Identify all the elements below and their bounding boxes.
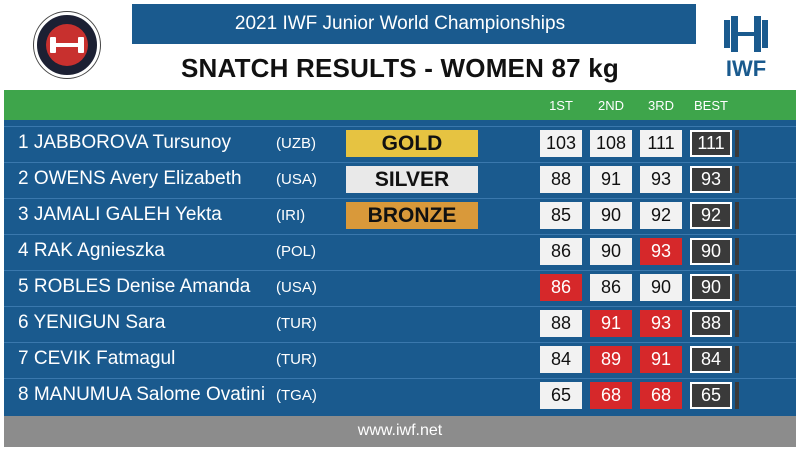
right-logo-panel: IWF (696, 4, 796, 90)
best-lift: 88 (690, 310, 732, 337)
athlete-nation: (TGA) (276, 387, 317, 404)
attempt-1: 85 (540, 202, 582, 229)
athlete-nation: (USA) (276, 279, 317, 296)
iwf-logo-text: IWF (725, 56, 767, 81)
attempt-2: 90 (590, 238, 632, 265)
attempt-2: 91 (590, 166, 632, 193)
athlete-nation: (IRI) (276, 207, 306, 224)
attempt-1: 65 (540, 382, 582, 409)
attempt-3: 93 (640, 238, 682, 265)
athlete-name: 6 YENIGUN Sara (18, 312, 166, 333)
attempt-3: 93 (640, 166, 682, 193)
attempt-1: 88 (540, 166, 582, 193)
row-tail (735, 130, 739, 157)
attempt-3: 92 (640, 202, 682, 229)
attempt-2: 68 (590, 382, 632, 409)
athlete-nation: (TUR) (276, 315, 317, 332)
attempt-3: 111 (640, 130, 682, 157)
table-row: 7 CEVIK Fatmagul (TUR) 84 89 91 84 (4, 342, 796, 374)
attempt-1: 86 (540, 274, 582, 301)
attempt-2: 90 (590, 202, 632, 229)
row-tail (735, 382, 739, 409)
attempt-3: 68 (640, 382, 682, 409)
col-head-2nd: 2ND (597, 98, 624, 113)
table-row: 8 MANUMUA Salome Ovatini (TGA) 65 68 68 … (4, 378, 796, 410)
column-header-bar: 1ST 2ND 3RD BEST (4, 90, 796, 120)
left-logo-panel (4, 4, 132, 90)
header-top: 2021 IWF Junior World Championships (4, 4, 796, 44)
medal-badge: BRONZE (346, 202, 478, 229)
attempt-1: 103 (540, 130, 582, 157)
attempt-2: 89 (590, 346, 632, 373)
attempt-1: 84 (540, 346, 582, 373)
table-row: 2 OWENS Avery Elizabeth (USA) SILVER 88 … (4, 162, 796, 194)
attempt-3: 93 (640, 310, 682, 337)
table-row: 3 JAMALI GALEH Yekta (IRI) BRONZE 85 90 … (4, 198, 796, 230)
best-lift: 65 (690, 382, 732, 409)
best-lift: 92 (690, 202, 732, 229)
table-row: 4 RAK Agnieszka (POL) 86 90 93 90 (4, 234, 796, 266)
athlete-name: 5 ROBLES Denise Amanda (18, 276, 251, 297)
attempt-2: 86 (590, 274, 632, 301)
attempt-3: 90 (640, 274, 682, 301)
footer-url: www.iwf.net (357, 422, 443, 439)
best-lift: 111 (690, 130, 732, 157)
athlete-name: 1 JABBOROVA Tursunoy (18, 132, 231, 153)
athlete-name: 2 OWENS Avery Elizabeth (18, 168, 242, 189)
row-tail (735, 346, 739, 373)
athlete-name: 4 RAK Agnieszka (18, 240, 165, 261)
athlete-name: 7 CEVIK Fatmagul (18, 348, 176, 369)
best-lift: 90 (690, 274, 732, 301)
best-lift: 93 (690, 166, 732, 193)
row-tail (735, 274, 739, 301)
row-tail (735, 202, 739, 229)
athlete-nation: (USA) (276, 171, 317, 188)
attempt-2: 108 (590, 130, 632, 157)
attempt-3: 91 (640, 346, 682, 373)
medal-badge: GOLD (346, 130, 478, 157)
best-lift: 90 (690, 238, 732, 265)
row-tail (735, 238, 739, 265)
footer-bar: www.iwf.net (4, 416, 796, 447)
table-row: 5 ROBLES Denise Amanda (USA) 86 86 90 90 (4, 270, 796, 302)
attempt-1: 86 (540, 238, 582, 265)
table-row: 6 YENIGUN Sara (TUR) 88 91 93 88 (4, 306, 796, 338)
athlete-name: 8 MANUMUA Salome Ovatini (18, 384, 266, 405)
athlete-nation: (UZB) (276, 135, 316, 152)
event-title: 2021 IWF Junior World Championships (234, 13, 566, 34)
athlete-name: 3 JAMALI GALEH Yekta (18, 204, 222, 225)
medal-badge: SILVER (346, 166, 478, 193)
header-main: SNATCH RESULTS - WOMEN 87 kg (4, 44, 796, 90)
row-tail (735, 310, 739, 337)
results-board: 2021 IWF Junior World Championships SNAT… (4, 4, 796, 447)
attempt-1: 88 (540, 310, 582, 337)
iwf-barbell-icon (724, 16, 768, 52)
athlete-nation: (POL) (276, 243, 317, 260)
col-head-3rd: 3RD (647, 98, 674, 113)
row-tail (735, 166, 739, 193)
col-head-1st: 1ST (549, 98, 573, 113)
results-subtitle: SNATCH RESULTS - WOMEN 87 kg (181, 53, 619, 83)
attempt-2: 91 (590, 310, 632, 337)
col-head-best: BEST (694, 98, 728, 113)
best-lift: 84 (690, 346, 732, 373)
athlete-nation: (TUR) (276, 351, 317, 368)
championship-seal-icon (34, 12, 100, 78)
table-row: 1 JABBOROVA Tursunoy (UZB) GOLD 103 108 … (4, 126, 796, 158)
